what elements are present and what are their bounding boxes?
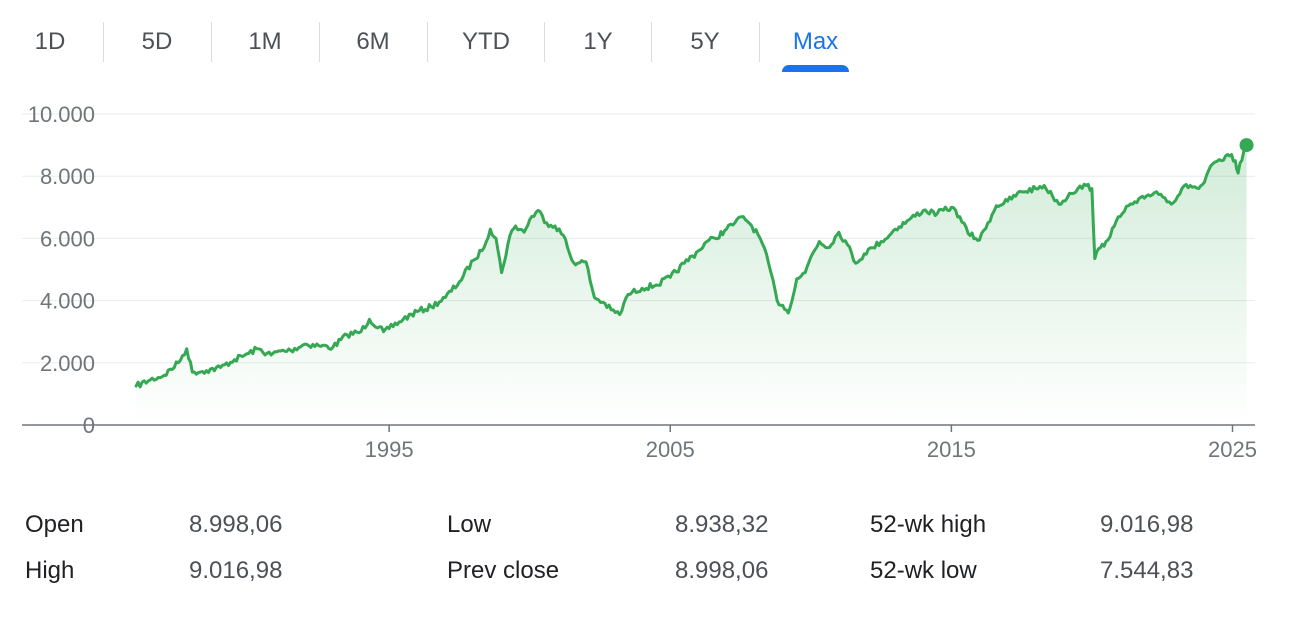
price-line[interactable] [134, 143, 1249, 389]
tab-5d[interactable]: 5D [124, 22, 190, 72]
stat-value-low: 8.938,32 [675, 511, 769, 538]
stats-table: Open 8.998,06 High 9.016,98 Low 8.938,32… [0, 500, 1292, 600]
tab-label: 5Y [690, 28, 720, 55]
tab-label: YTD [462, 28, 510, 55]
price-area-fill [136, 145, 1247, 425]
x-tick-label: 2015 [927, 437, 976, 462]
x-axis [22, 424, 1255, 432]
tab-label: 1Y [583, 28, 613, 55]
tab-label: 1D [34, 28, 66, 55]
tab-label: 5D [141, 28, 173, 55]
stat-value-prev-close: 8.998,06 [675, 557, 769, 584]
tab-divider [759, 22, 760, 62]
x-tick-label: 1995 [365, 437, 414, 462]
tab-1y[interactable]: 1Y [566, 22, 630, 72]
tab-6m[interactable]: 6M [340, 22, 406, 72]
stat-value-52wk-low: 7.544,83 [1100, 557, 1194, 584]
tab-max[interactable]: Max [782, 22, 849, 72]
stat-label-prev-close: Prev close [447, 557, 560, 584]
stat-value-52wk-high: 9.016,98 [1100, 511, 1194, 538]
stat-value-open: 8.998,06 [189, 511, 283, 538]
tab-1d[interactable]: 1D [18, 22, 82, 72]
y-tick-label: 8.000 [40, 164, 95, 189]
tab-label: 6M [356, 28, 390, 55]
stat-label-52wk-low: 52-wk low [870, 557, 977, 584]
y-tick-label: 6.000 [40, 226, 95, 251]
x-tick-label: 2005 [646, 437, 695, 462]
range-tabs: 1D 5D 1M 6M YTD 1Y 5Y Max [0, 0, 880, 72]
y-tick-label: 4.000 [40, 289, 95, 314]
stat-label-low: Low [447, 511, 492, 538]
tab-5y[interactable]: 5Y [672, 22, 738, 72]
tab-label: Max [792, 28, 839, 55]
selected-tab-indicator [782, 65, 849, 72]
tab-divider [319, 22, 320, 62]
tab-divider [211, 22, 212, 62]
x-tick-label: 2025 [1208, 437, 1257, 462]
y-tick-label: 10.000 [28, 102, 95, 127]
tab-label: 1M [248, 28, 282, 55]
tab-divider [651, 22, 652, 62]
stat-label-52wk-high: 52-wk high [870, 511, 987, 538]
y-tick-label: 2.000 [40, 351, 95, 376]
x-axis-labels: 1995 2005 2015 2025 [365, 437, 1257, 462]
stat-label-high: High [25, 557, 75, 584]
tab-divider [427, 22, 428, 62]
stat-label-open: Open [25, 511, 84, 538]
tab-ytd[interactable]: YTD [448, 22, 524, 72]
stat-value-high: 9.016,98 [189, 557, 283, 584]
tab-divider [544, 22, 545, 62]
tab-1m[interactable]: 1M [232, 22, 298, 72]
tab-divider [103, 22, 104, 62]
current-price-dot [1239, 138, 1254, 153]
